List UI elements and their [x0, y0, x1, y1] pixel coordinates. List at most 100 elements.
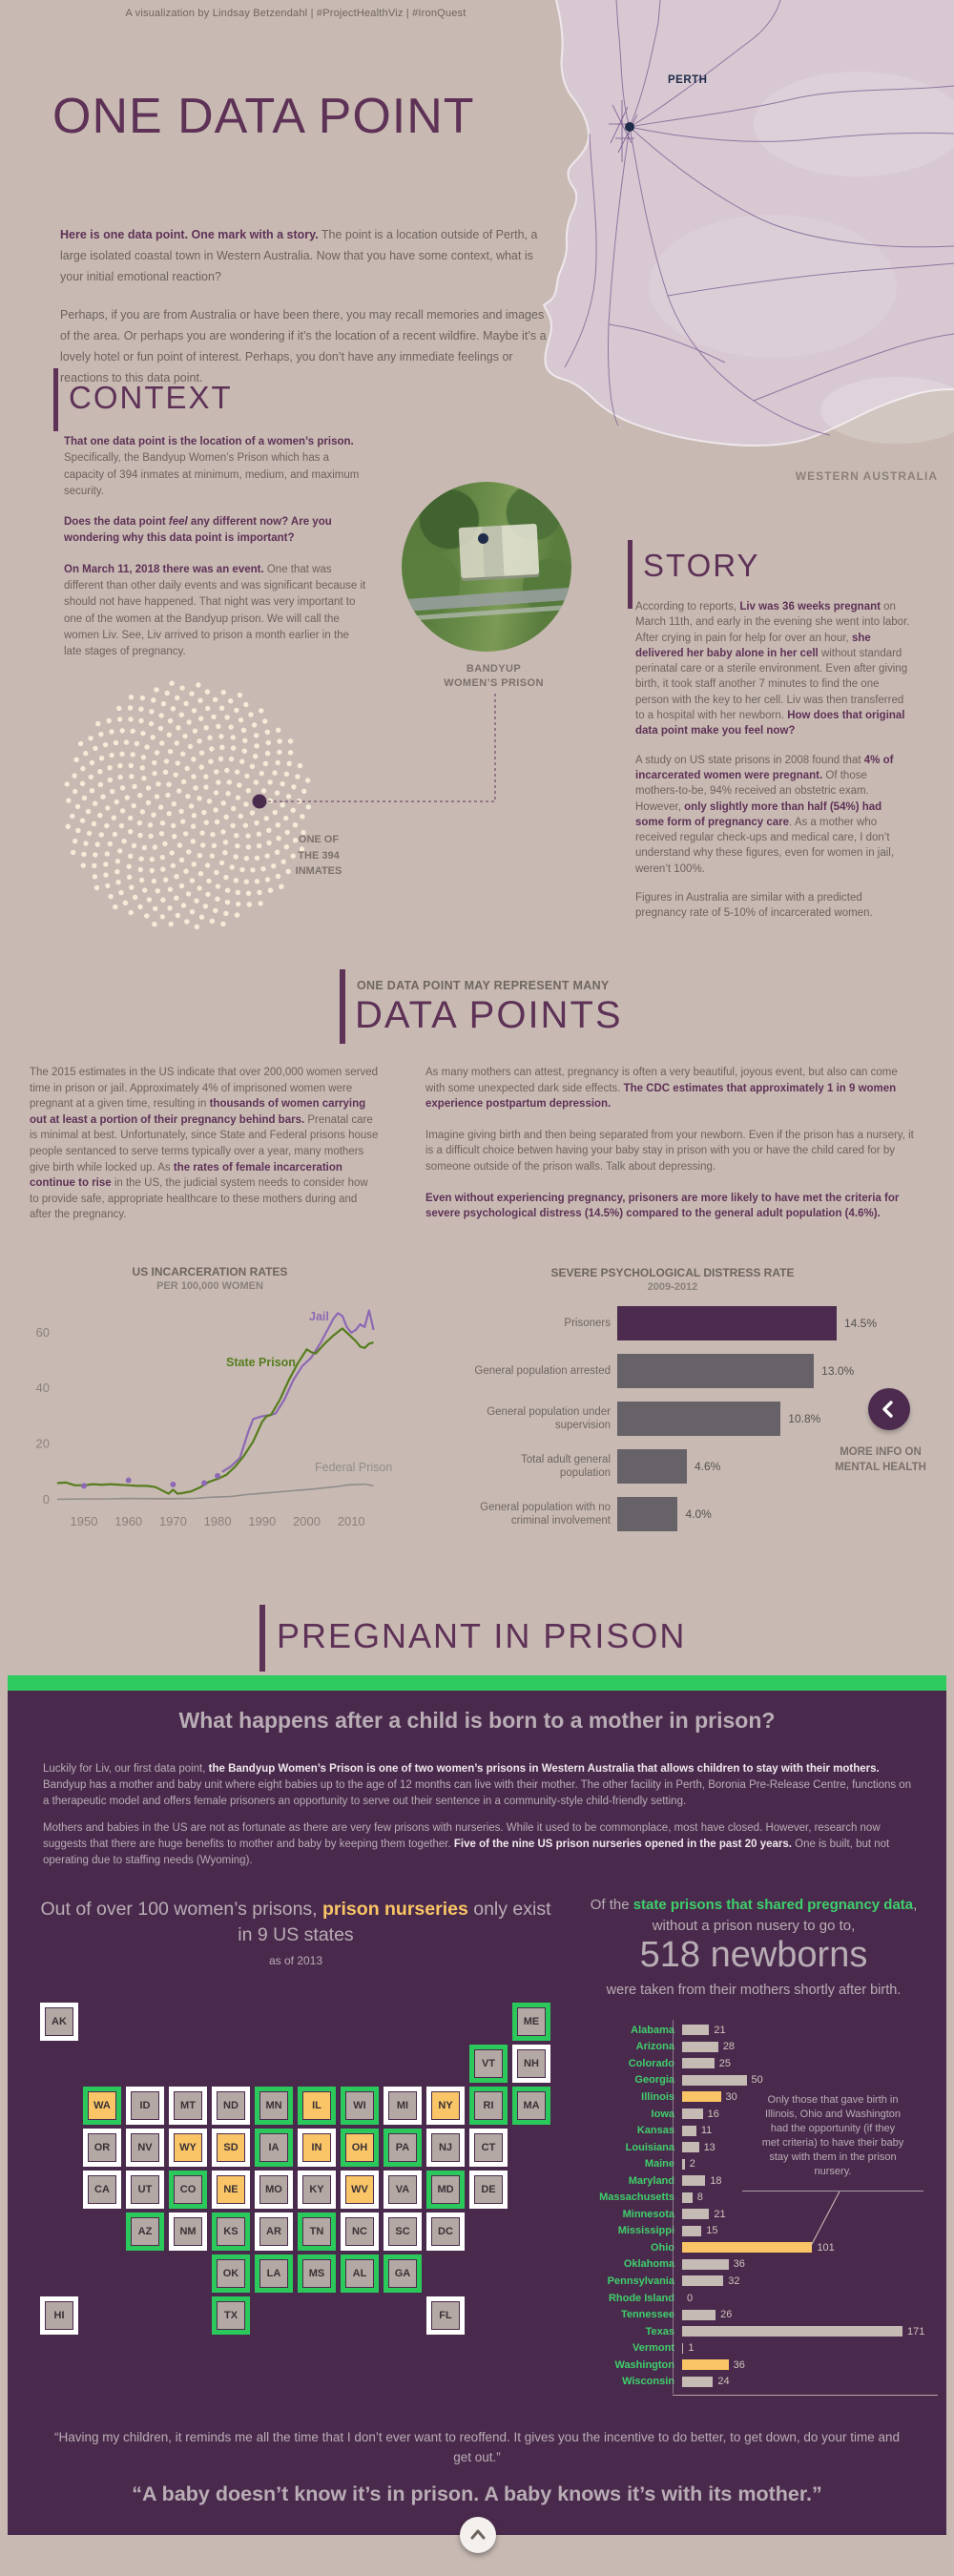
- jail-data-point[interactable]: [201, 1480, 208, 1486]
- state-tile-IN[interactable]: IN: [298, 2129, 336, 2167]
- state-tile-VA[interactable]: VA: [384, 2171, 422, 2209]
- state-tile-AL[interactable]: AL: [341, 2254, 379, 2293]
- state-tile-IL[interactable]: IL: [298, 2087, 336, 2125]
- newborn-bar[interactable]: [682, 2376, 714, 2387]
- state-tile-OR[interactable]: OR: [83, 2129, 121, 2167]
- perth-marker-dot[interactable]: [625, 122, 634, 132]
- inmate-dot: [254, 743, 259, 749]
- state-tile-AK[interactable]: AK: [40, 2003, 78, 2041]
- newborn-bar[interactable]: [682, 2342, 684, 2354]
- newborn-bar[interactable]: [682, 2192, 693, 2203]
- newborn-bar[interactable]: [682, 2091, 721, 2103]
- state-tile-KY[interactable]: KY: [298, 2171, 336, 2209]
- state-tile-PA[interactable]: PA: [384, 2129, 422, 2167]
- newborn-bar[interactable]: [682, 2225, 702, 2236]
- state-tile-OH[interactable]: OH: [341, 2129, 379, 2167]
- state-tile-DE[interactable]: DE: [469, 2171, 508, 2209]
- state-tile-RI[interactable]: RI: [469, 2087, 508, 2125]
- jail-data-point[interactable]: [81, 1483, 87, 1489]
- state-tile-MN[interactable]: MN: [255, 2087, 293, 2125]
- newborn-bar[interactable]: [682, 2041, 718, 2052]
- state-tile-FL[interactable]: FL: [426, 2296, 465, 2335]
- series-federal-prison[interactable]: [56, 1483, 374, 1501]
- state-tile-OK[interactable]: OK: [212, 2254, 250, 2293]
- distress-bar[interactable]: [617, 1354, 815, 1388]
- newborn-bar[interactable]: [682, 2209, 710, 2220]
- state-tile-CT[interactable]: CT: [469, 2129, 508, 2167]
- state-tile-WV[interactable]: WV: [341, 2171, 379, 2209]
- state-tile-TX[interactable]: TX: [212, 2296, 250, 2335]
- state-tile-MI[interactable]: MI: [384, 2087, 422, 2125]
- state-tile-NV[interactable]: NV: [126, 2129, 164, 2167]
- state-tile-NC[interactable]: NC: [341, 2212, 379, 2251]
- distress-bar[interactable]: [617, 1449, 687, 1484]
- state-tile-HI[interactable]: HI: [40, 2296, 78, 2335]
- newborn-value: 28: [722, 2041, 736, 2053]
- state-tile-ID[interactable]: ID: [126, 2087, 164, 2125]
- newborn-bar[interactable]: [682, 2158, 685, 2170]
- state-tile-DC[interactable]: DC: [426, 2212, 465, 2251]
- distress-bar[interactable]: [617, 1306, 837, 1340]
- datapoints-accent-bar: [340, 969, 345, 1044]
- state-tile-NY[interactable]: NY: [426, 2087, 465, 2125]
- newborn-bar[interactable]: [682, 2326, 903, 2337]
- state-tile-MS[interactable]: MS: [298, 2254, 336, 2293]
- distress-bar[interactable]: [617, 1402, 781, 1436]
- state-tile-MA[interactable]: MA: [512, 2087, 550, 2125]
- state-tile-IA[interactable]: IA: [255, 2129, 293, 2167]
- inmate-dot: [105, 805, 111, 811]
- state-tile-CO[interactable]: CO: [169, 2171, 207, 2209]
- newborn-bar[interactable]: [682, 2058, 715, 2069]
- newborn-bar[interactable]: [682, 2125, 696, 2136]
- newborn-value: 18: [710, 2174, 722, 2187]
- state-tile-WA[interactable]: WA: [83, 2087, 121, 2125]
- highlighted-inmate-dot[interactable]: [252, 794, 267, 809]
- inmate-dot: [104, 822, 110, 829]
- state-tile-NJ[interactable]: NJ: [426, 2129, 465, 2167]
- state-tile-SD[interactable]: SD: [212, 2129, 250, 2167]
- state-tile-KS[interactable]: KS: [212, 2212, 250, 2251]
- newborn-bar[interactable]: [682, 2142, 699, 2153]
- newborn-bar[interactable]: [682, 2275, 724, 2287]
- inmate-dot: [152, 844, 158, 850]
- state-tile-VT[interactable]: VT: [469, 2045, 508, 2083]
- state-tile-ME[interactable]: ME: [512, 2003, 550, 2041]
- incarceration-line-chart[interactable]: 0 20 40 60 1950 1960 1970 1980 1990 2000 2010 Jail S…: [29, 1298, 401, 1536]
- jail-data-point[interactable]: [125, 1477, 132, 1484]
- newborn-bar[interactable]: [682, 2258, 729, 2270]
- state-tile-NE[interactable]: NE: [212, 2171, 250, 2209]
- state-tile-GA[interactable]: GA: [384, 2254, 422, 2293]
- newborn-bar[interactable]: [682, 2359, 729, 2371]
- jail-data-point[interactable]: [215, 1472, 221, 1479]
- inmate-dot: [117, 762, 123, 769]
- jail-data-point[interactable]: [170, 1481, 176, 1487]
- state-tile-NM[interactable]: NM: [169, 2212, 207, 2251]
- newborn-bar[interactable]: [682, 2074, 747, 2086]
- state-tile-WY[interactable]: WY: [169, 2129, 207, 2167]
- state-tile-ND[interactable]: ND: [212, 2087, 250, 2125]
- state-tile-MD[interactable]: MD: [426, 2171, 465, 2209]
- state-tile-CA[interactable]: CA: [83, 2171, 121, 2209]
- scroll-to-top-button[interactable]: [460, 2517, 496, 2553]
- state-tile-MT[interactable]: MT: [169, 2087, 207, 2125]
- state-tile-UT[interactable]: UT: [126, 2171, 164, 2209]
- newborn-bar[interactable]: [682, 2309, 716, 2320]
- newborn-bar[interactable]: [682, 2109, 703, 2119]
- state-tile-WI[interactable]: WI: [341, 2087, 379, 2125]
- newborn-bar[interactable]: [682, 2242, 813, 2254]
- state-tile-LA[interactable]: LA: [255, 2254, 293, 2293]
- state-tile-NH[interactable]: NH: [512, 2045, 550, 2083]
- newborn-bar[interactable]: [682, 2025, 710, 2036]
- more-info-button[interactable]: [868, 1388, 910, 1430]
- series-jail[interactable]: [221, 1309, 375, 1473]
- distress-bar[interactable]: [617, 1497, 678, 1531]
- newborn-bar[interactable]: [682, 2175, 706, 2187]
- distress-value-label: 4.0%: [685, 1507, 712, 1521]
- state-tile-SC[interactable]: SC: [384, 2212, 422, 2251]
- prison-location-dot[interactable]: [478, 533, 488, 544]
- state-tile-AZ[interactable]: AZ: [126, 2212, 164, 2251]
- state-tile-AR[interactable]: AR: [255, 2212, 293, 2251]
- state-tile-MO[interactable]: MO: [255, 2171, 293, 2209]
- series-state-prison[interactable]: [56, 1327, 374, 1495]
- state-tile-TN[interactable]: TN: [298, 2212, 336, 2251]
